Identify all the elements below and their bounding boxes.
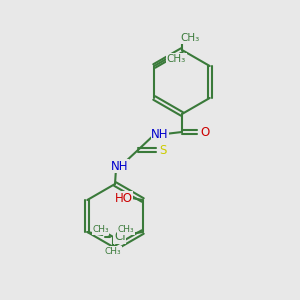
Text: CH₃: CH₃ <box>92 225 109 234</box>
Text: Cl: Cl <box>114 230 125 244</box>
Text: CH₃: CH₃ <box>118 225 134 234</box>
Text: NH: NH <box>111 160 129 172</box>
Text: O: O <box>200 125 210 139</box>
Text: CH₃: CH₃ <box>105 247 122 256</box>
Text: NH: NH <box>151 128 169 140</box>
Text: CH₃: CH₃ <box>180 33 200 43</box>
Text: S: S <box>159 143 167 157</box>
Text: HO: HO <box>115 191 133 205</box>
Text: CH₃: CH₃ <box>167 54 186 64</box>
